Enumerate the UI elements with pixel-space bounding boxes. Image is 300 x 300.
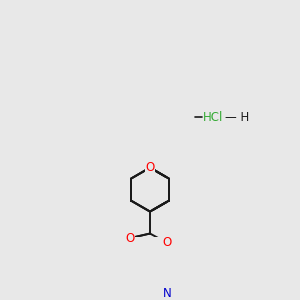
Text: O: O bbox=[125, 232, 134, 245]
Text: O: O bbox=[163, 236, 172, 249]
Text: O: O bbox=[146, 161, 154, 174]
Text: N: N bbox=[163, 286, 172, 300]
Text: HCl: HCl bbox=[203, 111, 224, 124]
Text: — H: — H bbox=[225, 111, 250, 124]
